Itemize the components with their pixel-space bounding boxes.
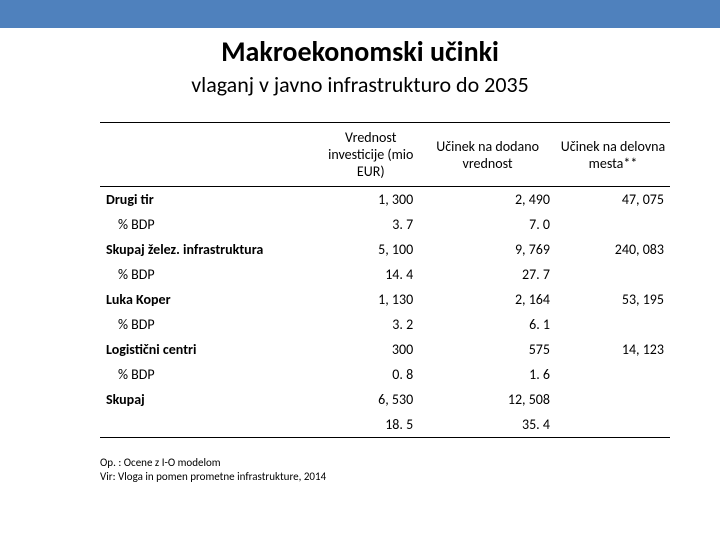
page-subtitle: vlaganj v javno infrastrukturo do 2035 (0, 71, 720, 98)
row-jobs: 53, 195 (556, 287, 670, 312)
row-jobs (556, 362, 670, 387)
col-header-investment: Vrednost investicije (mio EUR) (322, 123, 419, 187)
row-investment: 3. 2 (322, 312, 419, 337)
row-added-value: 575 (419, 337, 556, 362)
footnote-method: Op. : Ocene z I-O modelom (100, 456, 670, 470)
macro-table: Vrednost investicije (mio EUR) Učinek na… (100, 122, 670, 438)
row-label: Luka Koper (100, 287, 322, 312)
row-jobs (556, 412, 670, 438)
row-added-value: 9, 769 (419, 237, 556, 262)
col-header-label (100, 123, 322, 187)
table-row: % BDP0. 81. 6 (100, 362, 670, 387)
row-investment: 0. 8 (322, 362, 419, 387)
row-investment: 14. 4 (322, 262, 419, 287)
row-investment: 3. 7 (322, 212, 419, 237)
table-row: Luka Koper1, 1302, 16453, 195 (100, 287, 670, 312)
row-added-value: 35. 4 (419, 412, 556, 438)
row-label: % BDP (100, 362, 322, 387)
row-label: Drugi tir (100, 187, 322, 213)
row-jobs: 14, 123 (556, 337, 670, 362)
footnote-source: Vir: Vloga in pomen prometne infrastrukt… (100, 470, 670, 484)
row-jobs: 240, 083 (556, 237, 670, 262)
row-investment: 300 (322, 337, 419, 362)
row-investment: 6, 530 (322, 387, 419, 412)
table-row: Skupaj želez. infrastruktura5, 1009, 769… (100, 237, 670, 262)
row-label: Skupaj (100, 387, 322, 412)
row-added-value: 2, 490 (419, 187, 556, 213)
table-container: Vrednost investicije (mio EUR) Učinek na… (100, 122, 670, 438)
row-added-value: 27. 7 (419, 262, 556, 287)
row-label: % BDP (100, 312, 322, 337)
table-row: Logistični centri30057514, 123 (100, 337, 670, 362)
page-title: Makroekonomski učinki (0, 34, 720, 69)
row-jobs: 47, 075 (556, 187, 670, 213)
table-row: Skupaj6, 53012, 508 (100, 387, 670, 412)
row-investment: 1, 130 (322, 287, 419, 312)
table-row: % BDP3. 77. 0 (100, 212, 670, 237)
row-jobs (556, 212, 670, 237)
row-added-value: 6. 1 (419, 312, 556, 337)
footnotes: Op. : Ocene z I-O modelom Vir: Vloga in … (100, 456, 670, 485)
row-investment: 18. 5 (322, 412, 419, 438)
col-header-jobs: Učinek na delovna mesta** (556, 123, 670, 187)
row-label: Logistični centri (100, 337, 322, 362)
row-jobs (556, 387, 670, 412)
row-label (100, 412, 322, 438)
row-label: % BDP (100, 212, 322, 237)
table-row: Drugi tir1, 3002, 49047, 075 (100, 187, 670, 213)
col-header-added-value: Učinek na dodano vrednost (419, 123, 556, 187)
row-added-value: 12, 508 (419, 387, 556, 412)
row-jobs (556, 312, 670, 337)
table-row: % BDP14. 427. 7 (100, 262, 670, 287)
row-investment: 1, 300 (322, 187, 419, 213)
table-header-row: Vrednost investicije (mio EUR) Učinek na… (100, 123, 670, 187)
row-added-value: 2, 164 (419, 287, 556, 312)
row-added-value: 1. 6 (419, 362, 556, 387)
row-label: Skupaj želez. infrastruktura (100, 237, 322, 262)
table-row: 18. 535. 4 (100, 412, 670, 438)
row-investment: 5, 100 (322, 237, 419, 262)
table-row: % BDP3. 26. 1 (100, 312, 670, 337)
row-added-value: 7. 0 (419, 212, 556, 237)
row-label: % BDP (100, 262, 322, 287)
row-jobs (556, 262, 670, 287)
accent-bar (0, 0, 720, 28)
